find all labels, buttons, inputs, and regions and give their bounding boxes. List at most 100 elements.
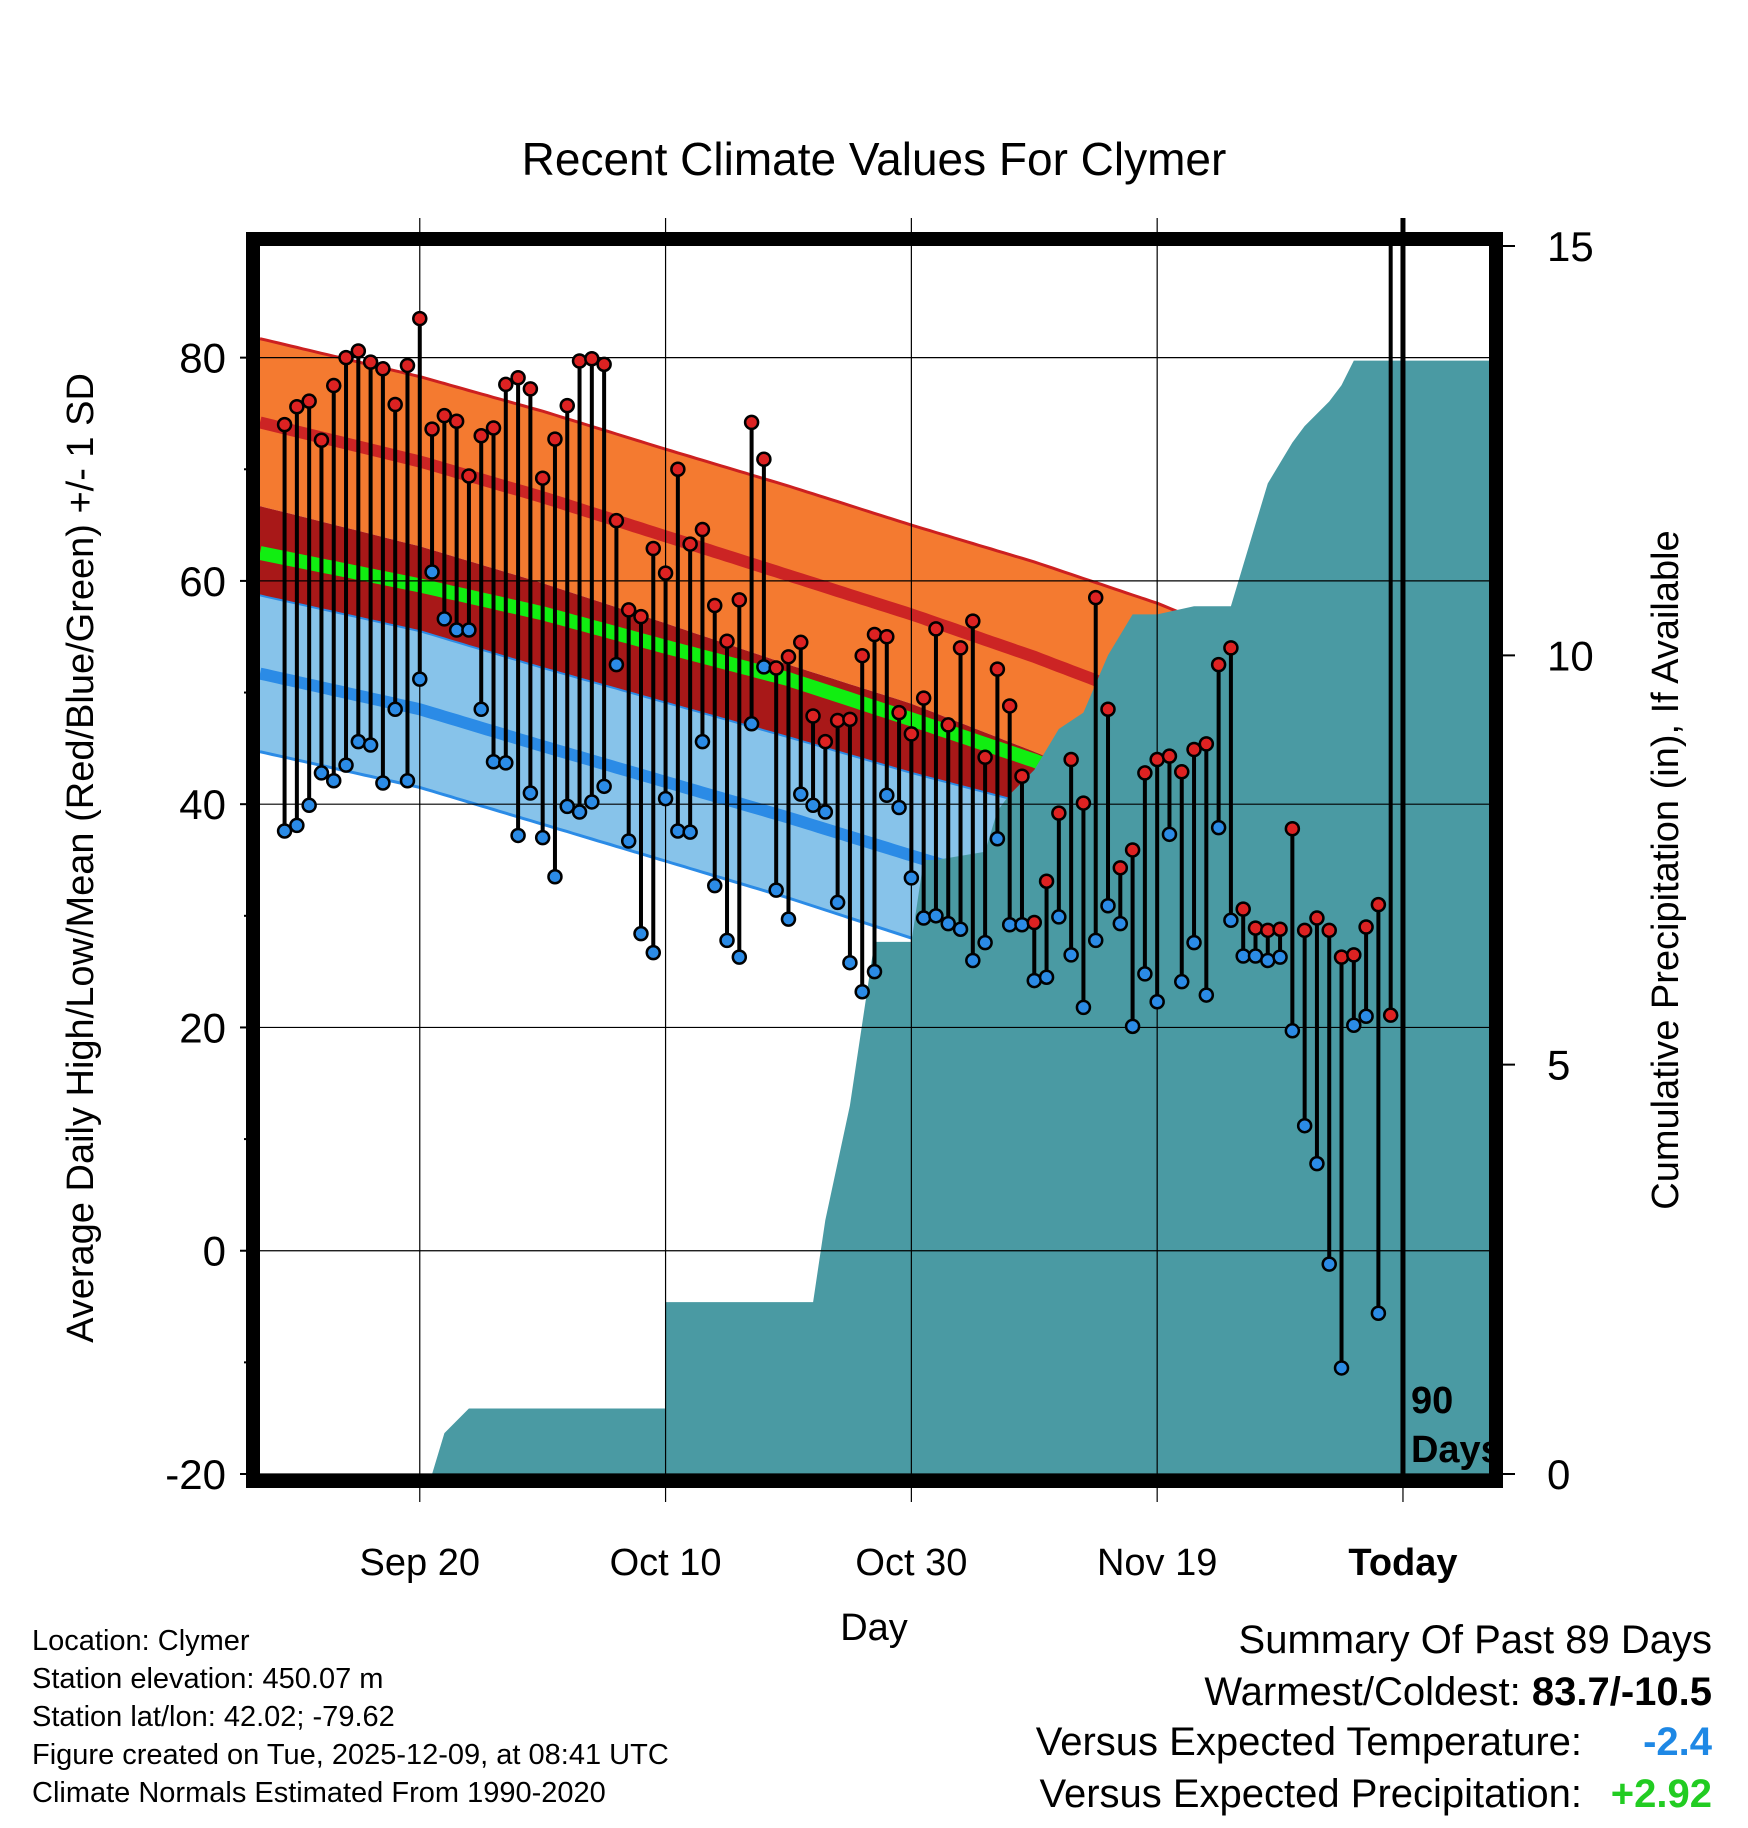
latlon-text: Station lat/lon: 42.02; -79.62 xyxy=(32,1701,395,1733)
daily-low-point xyxy=(768,882,784,898)
y-right-tick-label: 0 xyxy=(1547,1451,1570,1498)
daily-low-point xyxy=(375,775,391,791)
daily-low-point xyxy=(965,952,981,969)
x-tick-label: Today xyxy=(1348,1542,1457,1584)
daily-high-point xyxy=(1063,751,1079,768)
daily-low-point xyxy=(547,868,563,885)
daily-low-point xyxy=(436,611,453,627)
daily-high-point xyxy=(903,726,920,742)
daily-low-point xyxy=(731,949,748,965)
daily-high-point xyxy=(289,399,305,415)
daily-high-point xyxy=(891,704,907,721)
daily-low-point xyxy=(1174,973,1190,990)
y-right-tick-label: 10 xyxy=(1547,632,1594,679)
daily-high-point xyxy=(915,690,932,706)
daily-low-point xyxy=(854,983,870,1000)
daily-low-point xyxy=(817,804,834,820)
daily-high-point xyxy=(338,349,354,366)
daily-high-point xyxy=(608,512,625,529)
normals-text: Climate Normals Estimated From 1990-2020 xyxy=(32,1777,606,1809)
daily-low-point xyxy=(596,778,612,795)
daily-high-point xyxy=(436,407,453,424)
daily-high-point xyxy=(719,633,735,649)
summary-title: Summary Of Past 89 Days xyxy=(1238,1618,1712,1662)
daily-high-point xyxy=(387,396,403,413)
daily-low-point xyxy=(313,765,330,781)
daily-high-point xyxy=(276,416,293,433)
daily-low-point xyxy=(1063,947,1079,963)
y-axis-label: Average Daily High/Low/Mean (Red/Blue/Gr… xyxy=(60,373,102,1343)
daily-high-point xyxy=(584,351,600,367)
y-tick-label: 60 xyxy=(179,558,226,605)
daily-low-point xyxy=(805,797,821,814)
daily-high-point xyxy=(1346,947,1362,963)
daily-high-point xyxy=(534,470,551,486)
daily-low-point xyxy=(793,786,809,802)
daily-low-point xyxy=(1149,994,1165,1010)
daily-low-point xyxy=(891,799,907,816)
daily-low-point xyxy=(977,934,993,951)
summary-temp-row: Versus Expected Temperature: -2.4 xyxy=(1036,1720,1712,1765)
daily-low-point xyxy=(645,944,662,961)
y-right-tick-label: 15 xyxy=(1547,223,1594,270)
precipitation-fill xyxy=(260,360,1489,1474)
daily-low-point xyxy=(608,656,625,673)
daily-low-point xyxy=(325,772,342,789)
y-tick-label: -20 xyxy=(165,1451,226,1498)
daily-high-point xyxy=(1309,910,1325,926)
daily-high-point xyxy=(571,353,588,369)
daily-low-point xyxy=(928,908,944,924)
daily-low-point xyxy=(866,963,883,980)
warmest-label: Warmest/Coldest: xyxy=(1204,1670,1532,1714)
daily-low-point xyxy=(1223,912,1239,929)
daily-high-point xyxy=(817,733,834,750)
daily-low-point xyxy=(522,785,539,801)
daily-low-point xyxy=(350,733,367,750)
daily-low-point xyxy=(362,737,379,753)
info-block: Location: Clymer Station elevation: 450.… xyxy=(32,1622,669,1812)
daily-low-point xyxy=(1384,0,1397,7)
daily-low-point xyxy=(657,790,674,807)
daily-high-point xyxy=(1382,1007,1399,1023)
daily-low-point xyxy=(1370,1305,1387,1321)
daily-high-point xyxy=(842,711,858,728)
daily-high-point xyxy=(1186,741,1202,758)
daily-high-point xyxy=(866,626,883,643)
daily-low-point xyxy=(940,915,956,932)
daily-high-point xyxy=(743,414,760,431)
daily-high-point xyxy=(952,640,969,656)
daily-low-point xyxy=(694,733,711,750)
axes: -20 0 20 40 60 80 0 5 10 15 Sep 20 Oct 10 Oct 30 Nov … xyxy=(165,218,1594,1584)
daily-low-point xyxy=(424,564,440,580)
daily-low-point xyxy=(670,823,686,839)
daily-low-point xyxy=(620,833,637,849)
daily-high-point xyxy=(473,428,489,444)
x-axis-label: Day xyxy=(840,1607,908,1649)
daily-low-point xyxy=(485,754,502,770)
daily-low-point xyxy=(743,716,760,732)
daily-high-point xyxy=(1026,914,1043,931)
elevation-text: Station elevation: 450.07 m xyxy=(32,1663,384,1695)
daily-high-point xyxy=(989,661,1006,677)
y-tick-label: 20 xyxy=(179,1004,226,1051)
x-tick-label: Oct 30 xyxy=(855,1542,967,1584)
daily-low-point xyxy=(276,823,293,839)
y-tick-label: 80 xyxy=(179,335,226,382)
daily-high-point xyxy=(1247,920,1264,936)
daily-low-point xyxy=(571,804,588,820)
daily-high-point xyxy=(977,749,993,766)
daily-high-point xyxy=(756,451,772,467)
daily-high-point xyxy=(879,628,895,645)
daily-low-point xyxy=(1075,999,1092,1016)
daily-low-point xyxy=(1309,1155,1325,1172)
daily-low-point xyxy=(1124,1018,1141,1035)
daily-high-point xyxy=(854,647,870,664)
x-tick-label: Oct 10 xyxy=(610,1542,722,1584)
daily-low-point xyxy=(1358,1008,1374,1025)
daily-low-point xyxy=(1346,1017,1362,1033)
daily-low-point xyxy=(915,910,932,926)
daily-low-point xyxy=(534,829,551,846)
daily-low-point xyxy=(584,794,600,810)
daily-high-point xyxy=(1161,748,1178,764)
daily-low-point xyxy=(1210,819,1227,836)
